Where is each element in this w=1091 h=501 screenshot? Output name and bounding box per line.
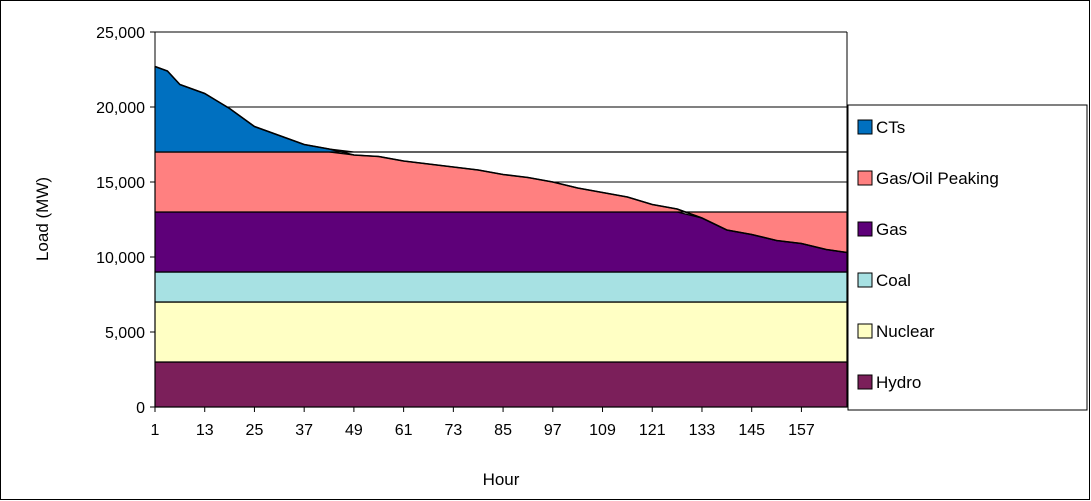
axes [154, 32, 848, 408]
legend-label-nuclear: Nuclear [876, 322, 935, 341]
legend-label-gas-oil-peaking: Gas/Oil Peaking [876, 169, 999, 188]
tick-labels: 0 5,000 10,000 15,000 20,000 25,000 1 13 25 37 49 6… [96, 25, 815, 439]
legend-swatch-nuclear [857, 323, 873, 339]
legend: CTs Gas/Oil Peaking Gas Coal Nuclear Hydro [847, 104, 1088, 411]
x-tick-label-13: 157 [788, 422, 815, 439]
legend-swatch-hydro [857, 374, 873, 390]
y-tick-label-2: 10,000 [96, 250, 145, 267]
legend-items: CTs Gas/Oil Peaking Gas Coal Nuclear Hydro [857, 118, 999, 392]
legend-box [847, 104, 1088, 411]
x-tick-label-1: 13 [196, 422, 214, 439]
y-tick-label-1: 5,000 [105, 325, 145, 342]
x-tick-label-3: 37 [295, 422, 313, 439]
y-tick-label-5: 25,000 [96, 25, 145, 42]
legend-label-hydro: Hydro [876, 373, 921, 392]
x-tick-label-6: 73 [444, 422, 462, 439]
area-hydro [154, 361, 848, 408]
y-tick-label-3: 15,000 [96, 175, 145, 192]
x-axis-title: Hour [483, 470, 520, 489]
legend-label-gas: Gas [876, 220, 907, 239]
legend-label-cts: CTs [876, 118, 905, 137]
x-tick-label-0: 1 [151, 422, 160, 439]
x-tick-label-4: 49 [345, 422, 363, 439]
x-tick-label-9: 109 [589, 422, 616, 439]
load-curve-line [154, 65, 848, 254]
legend-swatch-cts [857, 119, 873, 135]
x-tick-label-2: 25 [246, 422, 264, 439]
x-tick-label-8: 97 [544, 422, 562, 439]
y-tick-label-4: 20,000 [96, 100, 145, 117]
x-tick-label-5: 61 [395, 422, 413, 439]
area-nuclear [154, 301, 848, 363]
legend-swatch-gas-oil-peaking [857, 170, 873, 186]
legend-swatch-gas [857, 221, 873, 237]
x-tick-label-7: 85 [494, 422, 512, 439]
x-tick-label-12: 145 [738, 422, 765, 439]
x-tick-label-10: 121 [639, 422, 666, 439]
area-coal [154, 271, 848, 303]
y-tick-label-0: 0 [136, 400, 145, 417]
x-tick-label-11: 133 [689, 422, 716, 439]
y-axis-title: Load (MW) [33, 177, 52, 261]
legend-label-coal: Coal [876, 271, 911, 290]
stacked-areas [154, 65, 848, 408]
legend-swatch-coal [857, 272, 873, 288]
